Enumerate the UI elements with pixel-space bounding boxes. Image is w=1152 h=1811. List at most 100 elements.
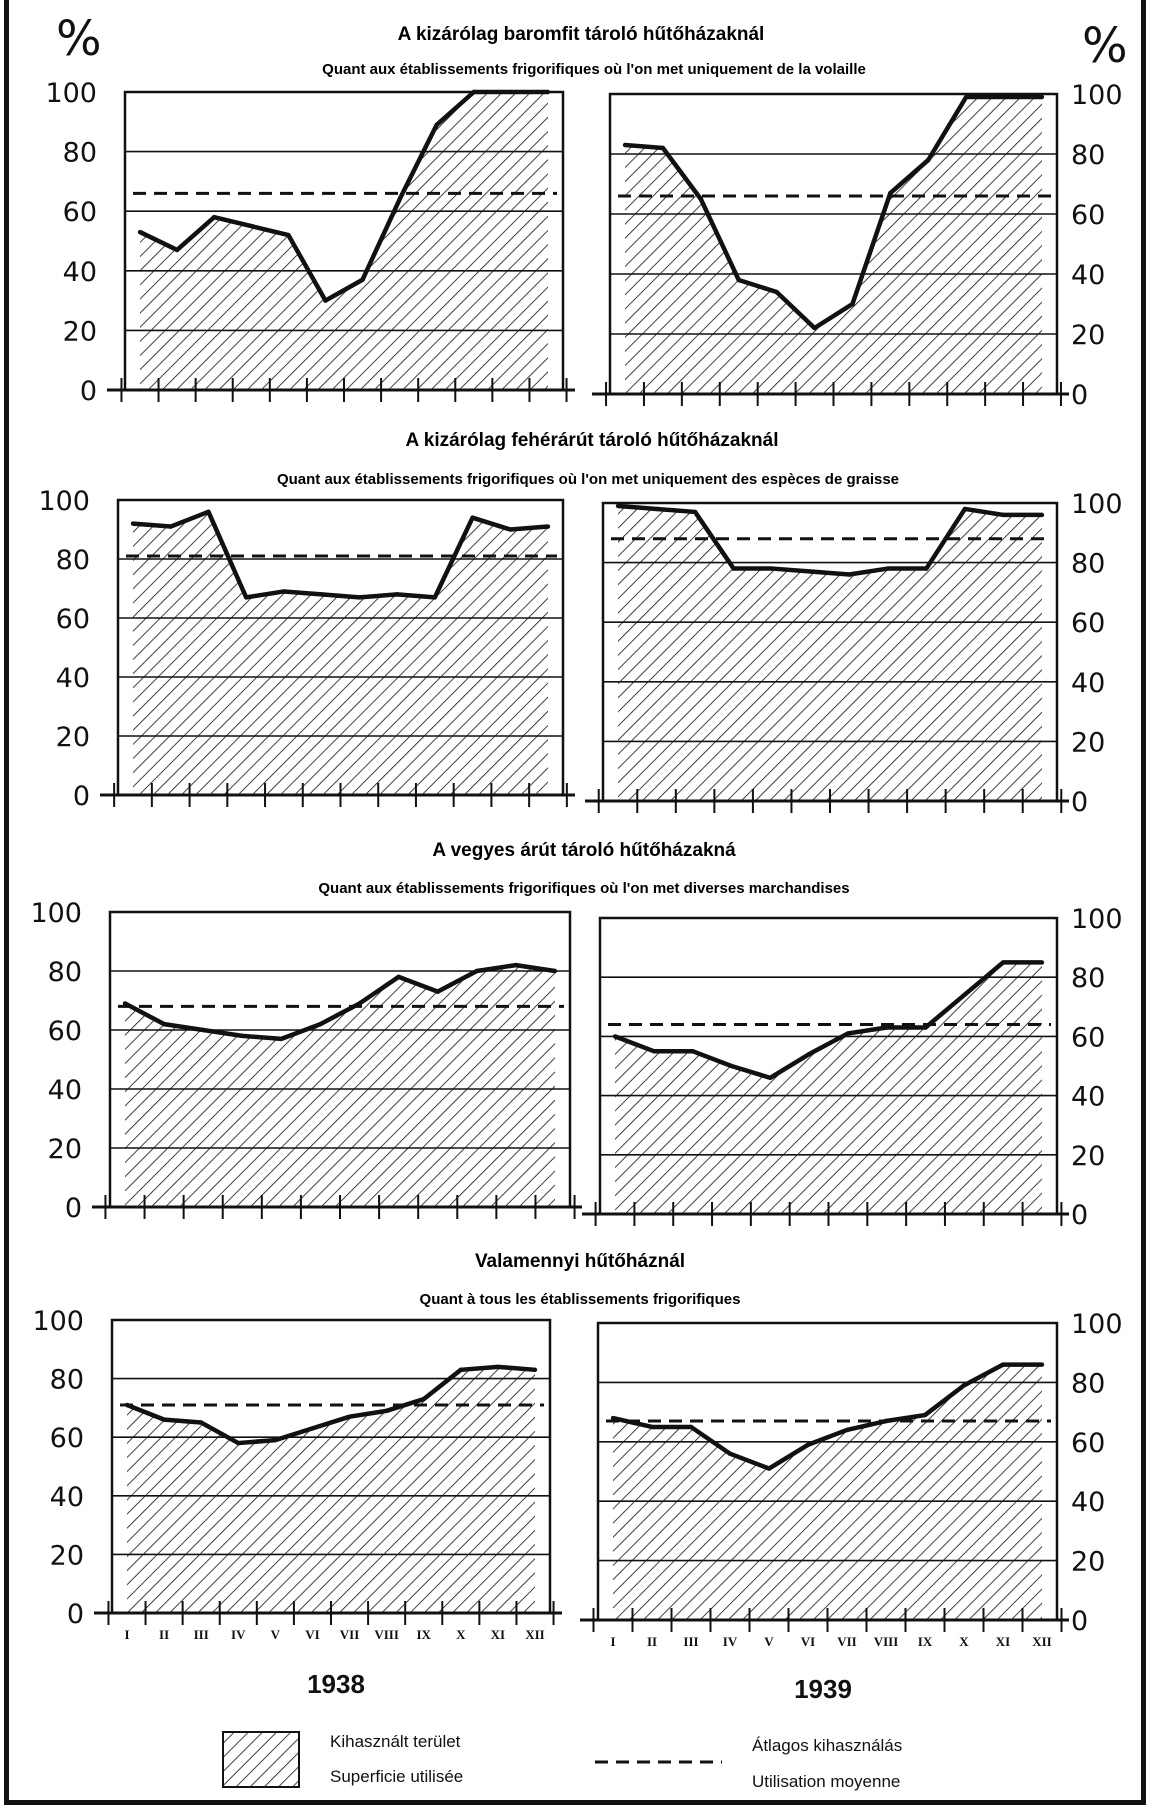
chart-3-1938-frame <box>108 910 572 1207</box>
chart-3-1938-point-I <box>122 1001 128 1006</box>
chart-4-1939-ytick-label-100: 100 <box>1071 1309 1123 1340</box>
chart-2-1939-ytick-label-80: 80 <box>1071 549 1105 580</box>
chart-1-1938-point-IX <box>434 122 439 127</box>
chart-4-1938-ytick-label-20: 20 <box>50 1540 84 1571</box>
chart-4-1938-month-label-V: V <box>271 1627 281 1642</box>
chart-3-1939-point-VI <box>806 1051 812 1057</box>
chart-2-1939-ytick-label-40: 40 <box>1071 668 1105 699</box>
chart-1-1938-ytick-label-40: 40 <box>63 257 97 288</box>
chart-3-1939-point-IX <box>923 1025 928 1030</box>
chart-2-1939-point-II <box>654 506 659 512</box>
chart-1-1938-point-XI <box>508 89 514 95</box>
chart-3-1939-ytick-label-40: 40 <box>1071 1082 1105 1113</box>
chart-4-1938-point-XI <box>495 1364 501 1370</box>
chart-1-1939-point-V <box>774 289 779 295</box>
chart-4-1939-month-label-X: X <box>959 1634 969 1649</box>
chart-2-1939-point-X <box>962 506 968 512</box>
chart-1-1939-ytick-label-80: 80 <box>1071 140 1105 171</box>
chart-3-1939-ytick-label-80: 80 <box>1071 963 1105 994</box>
chart-2-1938-point-VIII <box>394 592 400 597</box>
chart-2-1938-point-XII <box>545 524 551 529</box>
chart-1-1939-ytick-label-0: 0 <box>1071 380 1088 411</box>
chart-4-1938-ytick-label-0: 0 <box>67 1599 84 1630</box>
chart-1-1939-frame <box>608 92 1059 394</box>
chart-2-1938-point-IX <box>432 595 438 600</box>
chart-3-1938-utilised-area <box>125 965 555 1207</box>
chart-2-1939-utilisation-line <box>617 503 1042 577</box>
legend-area-label-fr: Superficie utilisée <box>330 1767 463 1786</box>
chart-2-1939-point-VI <box>808 569 813 574</box>
chart-4-1939-ytick-label-60: 60 <box>1071 1428 1105 1459</box>
chart-1-1939-point-VII <box>850 301 855 307</box>
chart-1-1938-ytick-label-100: 100 <box>45 78 97 109</box>
chart-4-1938-utilisation-line <box>126 1364 536 1446</box>
chart-2-1938-point-V <box>281 589 287 594</box>
chart-2-1939-point-III <box>692 509 698 515</box>
chart-4-1939-month-label-XII: XII <box>1032 1634 1052 1649</box>
chart-1-1938-point-III <box>211 214 217 220</box>
chart-3-1939-point-I <box>612 1034 618 1039</box>
chart-1-1939-point-III <box>698 196 704 202</box>
chart-4-1938-point-II <box>161 1417 167 1422</box>
chart-4-1938-month-label-I: I <box>124 1627 129 1642</box>
section-1-subtitle: Quant aux établissements frigorifiques o… <box>322 61 866 78</box>
chart-4-1939-point-IX <box>922 1412 928 1418</box>
chart-1-1939-point-IX <box>926 157 931 163</box>
chart-2-1938-point-I <box>130 521 136 526</box>
chart-4-1939-point-VI <box>805 1442 811 1447</box>
chart-3-1939-ytick-label-100: 100 <box>1071 904 1123 935</box>
legend-average-label-fr: Utilisation moyenne <box>752 1772 900 1791</box>
chart-3-1939-point-IV <box>729 1063 734 1069</box>
chart-1-1938-ytick-label-60: 60 <box>63 197 97 228</box>
chart-2-1939-point-XII <box>1039 512 1045 518</box>
chart-1-1939-point-I <box>622 142 628 148</box>
chart-2-1938-point-III <box>206 509 211 514</box>
chart-4-1938-point-VI <box>310 1426 315 1431</box>
legend-average-label-hu: Átlagos kihasználás <box>752 1736 902 1755</box>
chart-4-1938-month-label-VI: VI <box>305 1627 319 1642</box>
chart-3-1939-point-XI <box>1000 960 1006 965</box>
chart-4-1939-point-II <box>649 1424 655 1430</box>
chart-3-1938-ytick-label-60: 60 <box>48 1016 82 1047</box>
chart-3-1939-point-VIII <box>884 1025 889 1030</box>
chart-4-1938-point-III <box>198 1420 204 1425</box>
chart-4-1938-month-label-XII: XII <box>525 1627 545 1642</box>
chart-4-1938-ytick-label-80: 80 <box>50 1365 84 1396</box>
chart-4-1939-utilisation-line <box>612 1362 1042 1471</box>
chart-1-1939-point-XII <box>1039 94 1045 100</box>
chart-3-1939-point-II <box>651 1049 657 1054</box>
chart-4-1939-utilised-area <box>613 1364 1042 1620</box>
chart-2-1938-ytick-label-100: 100 <box>38 486 90 517</box>
chart-1-1939-utilised-area <box>625 97 1042 394</box>
chart-2-1939-point-VIII <box>885 566 891 571</box>
chart-2-1938-frame <box>116 498 565 795</box>
chart-1-1939-point-IV <box>736 277 741 283</box>
chart-4-1938-month-label-VIII: VIII <box>374 1627 399 1642</box>
chart-1-1939-point-X <box>963 94 969 100</box>
chart-4-1939-ytick-label-40: 40 <box>1071 1487 1105 1518</box>
chart-4-1938-point-XII <box>532 1367 538 1373</box>
chart-1-1939-point-XI <box>1001 94 1007 100</box>
chart-3-1939-point-X <box>962 992 967 998</box>
chart-3-1938-point-III <box>200 1027 206 1033</box>
chart-3-1939-point-III <box>690 1049 695 1054</box>
chart-1-1939-ytick-label-100: 100 <box>1071 80 1123 111</box>
chart-4-1938-utilised-area <box>127 1366 535 1613</box>
chart-1-1938-point-IV <box>249 223 254 229</box>
chart-3-1938-point-VII <box>357 1001 362 1006</box>
chart-3-1938-ytick-label-20: 20 <box>48 1134 82 1165</box>
chart-3-1938-point-VI <box>318 1021 323 1027</box>
chart-2-1939-ytick-label-0: 0 <box>1071 787 1088 818</box>
chart-1-1938-point-X <box>471 89 477 95</box>
chart-1-1938-ytick-label-20: 20 <box>63 316 97 347</box>
chart-3-1938-point-II <box>161 1021 167 1027</box>
chart-3-1939-point-VII <box>845 1031 851 1036</box>
right-percent-label: % <box>1082 18 1128 74</box>
chart-3-1938-point-X <box>474 968 480 974</box>
chart-4-1938-month-label-IV: IV <box>231 1627 246 1642</box>
legend-area-label-hu: Kihasznált terület <box>330 1732 461 1751</box>
chart-4-1939-frame <box>596 1321 1059 1620</box>
chart-4-1939-ytick-label-20: 20 <box>1071 1547 1105 1578</box>
chart-4-1939-ytick-label-0: 0 <box>1071 1606 1088 1637</box>
chart-3-1938-point-IX <box>435 989 440 994</box>
